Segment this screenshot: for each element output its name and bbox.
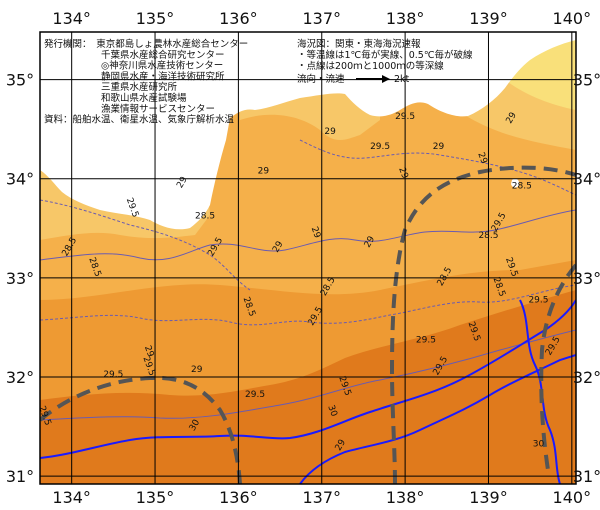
issuer-info-line: 三重県水産研究所 (44, 81, 178, 93)
lat-label-right-33: 33° (573, 269, 600, 288)
lat-label-left-33: 33° (6, 269, 34, 288)
isotherm-30 (40, 329, 576, 421)
isotherm-label: 29.5 (416, 335, 436, 345)
isotherm-label: 29.5 (528, 296, 548, 306)
kuroshio-axis-offshore (539, 263, 576, 471)
chart-notes: 海況図：関東・東海海況速報・等温線は1℃毎が実線、0.5℃毎が破線・点線は200… (297, 38, 473, 72)
isotherm-label: 29 (142, 344, 155, 358)
isotherm-label: 29 (396, 166, 409, 180)
current-legend: 流向・流速 2kt (297, 73, 410, 85)
lon-label-bottom-136: 136° (219, 488, 258, 506)
isotherm-label: 29.5 (370, 142, 390, 152)
land-honshu-east (300, 32, 576, 117)
isotherm-label: 29 (433, 142, 445, 152)
lon-label-bottom-137: 137° (302, 488, 341, 506)
isotherm-label: 29 (475, 151, 488, 165)
lat-label-right-34: 34° (573, 170, 600, 189)
lon-label-bottom-134: 134° (52, 488, 91, 506)
lat-label-right-31: 31° (573, 467, 600, 486)
isotherm-label: 29 (324, 127, 336, 137)
kuroshio-axis-west (40, 375, 242, 484)
isotherms (40, 139, 576, 421)
issuer-info-line: 漁業情報サービスセンター (44, 103, 215, 115)
chart-note-line: 海況図：関東・東海海況速報 (297, 38, 421, 50)
lon-label-top-137: 137° (302, 9, 341, 28)
isotherm-label: 30 (325, 404, 338, 418)
legend-label: 流向・流速 (297, 73, 345, 85)
isotherm-label: 28.5 (195, 211, 215, 221)
lon-label-bottom-138: 138° (386, 488, 425, 506)
lon-label-top-138: 138° (386, 9, 425, 28)
lon-label-top-135: 135° (136, 9, 175, 28)
legend-arrow-head (382, 75, 390, 83)
isotherm-label: 29 (309, 225, 322, 239)
lat-label-left-34: 34° (6, 170, 34, 189)
land (40, 32, 576, 230)
lon-label-bottom-135: 135° (136, 488, 175, 506)
isotherm-28-5 (40, 199, 251, 291)
issuer-info-line: 発行機関： 東京都島しょ農林水産総合センター (44, 38, 248, 50)
warm-zone-deep (40, 290, 576, 484)
issuer-info-line: ◎神奈川県水産技術センター (44, 60, 223, 72)
isotherm-label: 29.5 (395, 112, 415, 122)
land-kii-shikoku (40, 32, 300, 230)
lat-label-left-35: 35° (6, 71, 34, 90)
coordinate-grid (40, 32, 576, 484)
chart-note-line: ・点線は200ｍと1000ｍの等深線 (297, 60, 444, 72)
lat-label-left-32: 32° (6, 368, 34, 387)
axis-labels: 134° 134° 135° 135° 136° 136° 137° 137° 138° 138°… (6, 9, 600, 507)
depth-contour-200m (40, 299, 576, 459)
lon-label-top-134: 134° (52, 9, 91, 28)
legend-speed: 2kt (394, 74, 410, 85)
lon-label-top-140: 140° (553, 9, 592, 28)
lat-label-right-32: 32° (573, 368, 600, 387)
issuer-info-line: 千葉県水産総合研究センター (44, 49, 225, 61)
issuer-info-line: 資料：船舶水温、衛星水温、気象庁解析水温 (44, 114, 235, 126)
isotherm-label: 29 (191, 365, 203, 375)
lon-label-bottom-139: 139° (469, 488, 508, 506)
lat-label-right-35: 35° (573, 71, 600, 90)
isotherm-label: 28.5 (512, 182, 532, 192)
chart-note-line: ・等温線は1℃毎が実線、0.5℃毎が破線 (297, 49, 473, 61)
map-frame (39, 31, 577, 485)
lon-label-top-136: 136° (219, 9, 258, 28)
isotherm-label: 30 (533, 439, 545, 449)
isotherm-29 (40, 209, 576, 261)
isotherm-label: 29.5 (103, 370, 123, 380)
isotherm-29-5-a (40, 284, 576, 326)
issuer-info: 発行機関： 東京都島しょ農林水産総合センター 千葉県水産総合研究センター ◎神奈… (44, 38, 248, 126)
issuer-info-line: 静岡県水産・海洋技術研究所 (44, 70, 225, 82)
land-izu-island (511, 178, 520, 188)
isotherm-label: 29 (258, 167, 270, 177)
lon-label-bottom-140: 140° (553, 488, 592, 506)
isotherm-29-5-b (299, 139, 576, 196)
depth-contour-1000m (299, 354, 576, 484)
isotherm-label: 29.5 (245, 390, 265, 400)
lat-label-left-31: 31° (6, 467, 34, 486)
land-awaji (93, 147, 113, 171)
isotherm-label: 28.5 (478, 231, 498, 241)
issuer-info-line: 和歌山県水産試験場 (44, 92, 187, 104)
lon-label-top-139: 139° (469, 9, 508, 28)
